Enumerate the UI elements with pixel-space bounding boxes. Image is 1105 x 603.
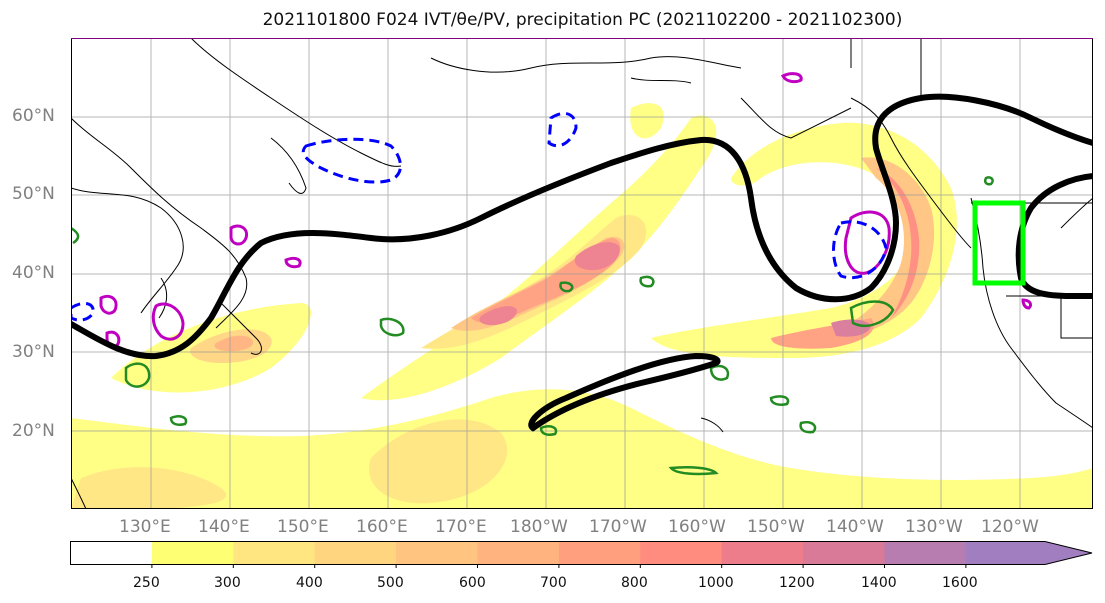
colorbar-cell	[640, 541, 723, 565]
map-title: 2021101800 F024 IVT/θe/PV, precipitation…	[262, 10, 903, 30]
colorbar-tick-label: 400	[296, 575, 323, 591]
lon-label-140w: 140°W	[826, 517, 884, 537]
colorbar-tick-label: 1200	[779, 575, 815, 591]
lat-label-60n: 60°N	[12, 106, 55, 126]
lon-label-150e: 150°E	[277, 517, 329, 537]
colorbar-cell	[721, 541, 804, 565]
colorbar-tick-label: 500	[377, 575, 404, 591]
lon-label-160e: 160°E	[356, 517, 408, 537]
colorbar-tick-label: 1000	[698, 575, 734, 591]
graticule	[71, 38, 1093, 509]
colorbar-cell	[233, 541, 316, 565]
colorbar-cell	[314, 541, 397, 565]
colorbar-tick-label: 700	[540, 575, 567, 591]
lon-label-170e: 170°E	[435, 517, 487, 537]
colorbar-cell	[477, 541, 560, 565]
ivt-shading	[71, 103, 1093, 509]
colorbar-cell	[803, 541, 885, 565]
lon-label-120w: 120°W	[981, 517, 1039, 537]
colorbar-tick-label: 1400	[861, 575, 897, 591]
lon-label-170w: 170°W	[589, 517, 647, 537]
colorbar-cell	[558, 541, 641, 565]
lat-label-40n: 40°N	[12, 263, 55, 283]
lon-label-150w: 150°W	[747, 517, 805, 537]
ivt-map	[71, 38, 1093, 509]
highlight-box	[972, 200, 1026, 286]
colorbar-tick-label: 250	[133, 575, 160, 591]
lon-label-130w: 130°W	[905, 517, 963, 537]
colorbar-cell	[151, 541, 234, 565]
lon-label-140e: 140°E	[198, 517, 250, 537]
coastlines	[71, 38, 1093, 509]
colorbar-cell	[884, 541, 967, 565]
colorbar-tick-label: 800	[621, 575, 648, 591]
colorbar-cell	[396, 541, 478, 565]
lat-label-30n: 30°N	[12, 342, 55, 362]
lat-label-20n: 20°N	[12, 421, 55, 441]
colorbar-tick-label: 300	[214, 575, 241, 591]
colorbar-tick-label: 600	[459, 575, 486, 591]
colorbar-cell	[965, 541, 1092, 565]
colorbar-cell	[70, 541, 153, 565]
pv-positive-contours	[71, 176, 994, 476]
ivt-colorbar	[70, 541, 1093, 568]
lon-label-160w: 160°W	[668, 517, 726, 537]
lon-label-130e: 130°E	[119, 517, 171, 537]
lon-label-180w: 180°W	[510, 517, 568, 537]
pv-negative-contours	[71, 111, 888, 322]
lat-label-50n: 50°N	[12, 184, 55, 204]
colorbar-tick-label: 1600	[942, 575, 978, 591]
